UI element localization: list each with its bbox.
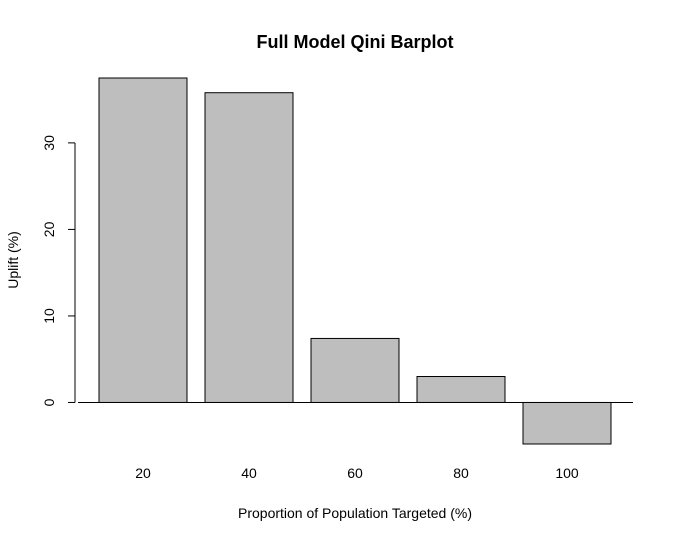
- bar-60: [310, 337, 400, 403]
- x-tick-label-60: 60: [347, 465, 363, 481]
- y-tick-label-30: 30: [41, 135, 57, 151]
- bar-40: [204, 92, 294, 403]
- bar-80: [416, 376, 506, 403]
- x-tick-label-100: 100: [555, 465, 579, 481]
- y-axis: 0 10 20 30: [41, 135, 76, 406]
- x-tick-labels: 20 40 60 80 100: [135, 465, 579, 481]
- y-axis-label: Uplift (%): [5, 231, 21, 289]
- x-tick-label-80: 80: [453, 465, 469, 481]
- y-tick-label-10: 10: [41, 308, 57, 324]
- bars-group: [98, 77, 612, 445]
- chart-title: Full Model Qini Barplot: [257, 32, 454, 52]
- x-axis-label: Proportion of Population Targeted (%): [238, 505, 472, 521]
- x-tick-label-40: 40: [241, 465, 257, 481]
- y-tick-label-0: 0: [41, 398, 57, 406]
- bar-100: [522, 401, 612, 445]
- y-tick-label-20: 20: [41, 221, 57, 237]
- bar-20: [98, 77, 188, 403]
- x-tick-label-20: 20: [135, 465, 151, 481]
